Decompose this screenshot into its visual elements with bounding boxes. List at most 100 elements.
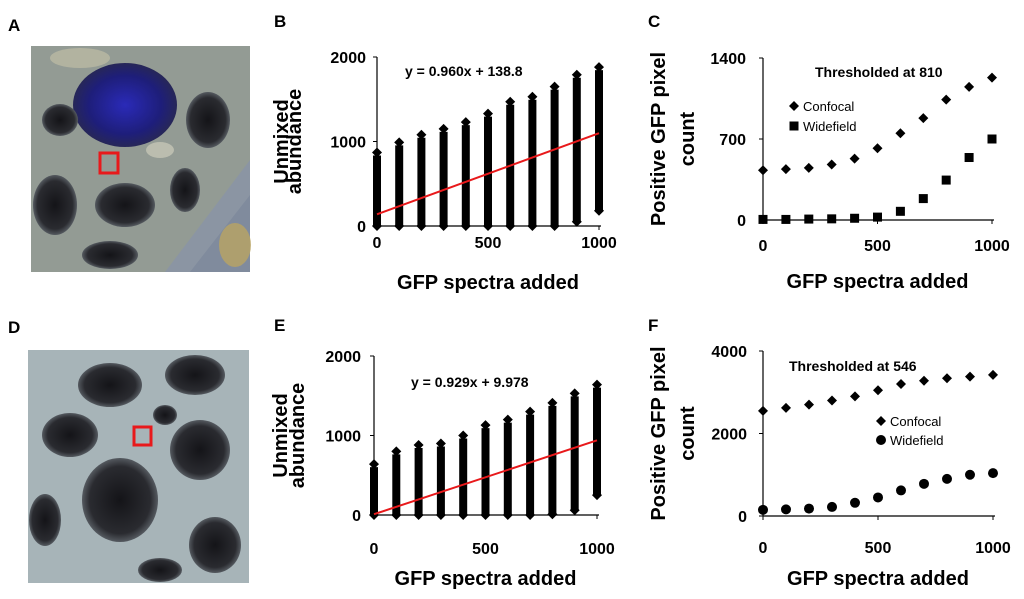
data-point-bottom-b xyxy=(594,205,604,216)
roi-box-d xyxy=(132,425,153,447)
data-point-widefield-f xyxy=(781,504,791,515)
roi-box-a xyxy=(98,151,120,175)
x-axis-label-c: GFP spectra added xyxy=(787,271,969,293)
fit-equation-e: y = 0.929x + 9.978 xyxy=(411,374,529,390)
data-point-widefield-f xyxy=(919,478,929,489)
data-point-bottom-b xyxy=(416,221,427,231)
data-point-confocal-f xyxy=(942,373,952,384)
data-point-confocal-f xyxy=(965,371,975,382)
y-axis-label-c: Positive GFP pixel xyxy=(648,52,670,226)
legend-marker-widefield-f xyxy=(876,435,886,445)
data-point-confocal-c xyxy=(987,72,997,83)
x-tick-label-c: 0 xyxy=(759,238,768,255)
data-point-top-b xyxy=(372,147,382,158)
data-column-b xyxy=(571,69,582,227)
data-point-widefield-f xyxy=(804,503,814,514)
x-tick-label-b: 1000 xyxy=(581,235,617,252)
x-tick-label-f: 1000 xyxy=(975,540,1011,557)
data-point-bottom-b xyxy=(505,221,516,231)
data-point-widefield-c xyxy=(873,212,882,222)
data-point-bottom-e xyxy=(525,510,536,520)
data-point-bottom-e xyxy=(592,490,602,501)
y-tick-label-c: 700 xyxy=(719,132,746,149)
data-column-e xyxy=(413,440,424,520)
data-point-confocal-c xyxy=(964,81,975,92)
data-point-bottom-e xyxy=(547,509,558,520)
data-point-widefield-c xyxy=(964,153,974,163)
data-column-b xyxy=(372,147,382,231)
y-tick-label-b: 2000 xyxy=(330,50,366,67)
x-tick-label-e: 1000 xyxy=(579,541,615,558)
data-column-e xyxy=(458,430,469,520)
data-column-b xyxy=(460,117,471,231)
data-point-confocal-c xyxy=(803,162,814,173)
data-point-top-e xyxy=(592,379,602,390)
data-point-widefield-c xyxy=(850,213,860,223)
legend-label-confocal-c: Confocal xyxy=(803,99,854,114)
data-column-e xyxy=(369,459,379,520)
data-point-top-b xyxy=(394,137,405,148)
x-tick-label-b: 500 xyxy=(475,235,502,252)
data-point-bottom-b xyxy=(372,221,382,231)
data-point-bottom-e xyxy=(458,510,469,520)
data-point-confocal-c xyxy=(941,94,952,105)
data-point-widefield-c xyxy=(918,194,928,204)
data-point-confocal-f xyxy=(781,402,791,413)
x-tick-label-f: 0 xyxy=(759,540,768,557)
data-point-widefield-c xyxy=(804,214,814,224)
data-point-widefield-f xyxy=(873,492,883,503)
y-axis-label-f: Positive GFP pixel xyxy=(648,346,670,520)
data-point-bottom-e xyxy=(435,510,446,520)
data-point-confocal-c xyxy=(918,113,929,124)
data-point-top-b xyxy=(549,81,560,92)
data-column-e xyxy=(569,388,580,516)
data-point-bottom-b xyxy=(571,216,582,227)
data-point-top-e xyxy=(458,430,469,441)
data-point-bottom-b xyxy=(483,221,493,231)
data-point-widefield-f xyxy=(965,469,975,480)
x-axis-label-b: GFP spectra added xyxy=(397,272,579,294)
y-tick-label-f: 0 xyxy=(738,509,747,526)
y-tick-label-b: 0 xyxy=(357,219,366,236)
y-axis-label-c: count xyxy=(677,111,699,166)
data-point-confocal-f xyxy=(850,391,860,402)
x-tick-label-e: 0 xyxy=(370,541,379,558)
data-point-bottom-e xyxy=(502,510,513,520)
data-column-e xyxy=(525,406,536,520)
data-column-b xyxy=(594,62,604,216)
data-point-widefield-c xyxy=(827,214,837,224)
data-column-e xyxy=(391,446,402,520)
data-point-confocal-f xyxy=(988,369,998,380)
data-point-top-e xyxy=(502,414,513,425)
y-tick-label-e: 0 xyxy=(352,508,361,525)
data-point-confocal-f xyxy=(873,385,883,396)
fit-line-b xyxy=(376,132,600,216)
fit-line-e xyxy=(373,439,598,516)
data-point-top-e xyxy=(369,459,379,470)
legend-marker-confocal-f xyxy=(876,416,886,426)
legend-label-widefield-f: Widefield xyxy=(890,433,943,448)
panel-label-f: F xyxy=(648,316,658,335)
data-point-top-e xyxy=(569,388,580,399)
data-point-widefield-c xyxy=(758,214,768,224)
data-column-b xyxy=(416,129,427,231)
microscopy-image-d xyxy=(28,350,249,583)
data-point-bottom-b xyxy=(460,221,471,231)
data-point-widefield-f xyxy=(827,501,837,512)
panel-label-b: B xyxy=(274,12,286,31)
y-axis-label-f: count xyxy=(677,406,699,461)
legend-marker-confocal-c xyxy=(789,101,799,111)
data-column-e xyxy=(435,438,446,520)
chart-b: 0 1000 2000 0 500 1000 GFP spectra added Unmixe… xyxy=(271,50,617,294)
x-tick-label-e: 500 xyxy=(472,541,499,558)
data-point-widefield-c xyxy=(781,214,791,224)
chart-c: 0 700 1400 0 500 1000 GFP spectra added Positiv… xyxy=(648,51,1010,293)
y-axis-label-b: Unmixed xyxy=(271,99,293,183)
data-point-top-b xyxy=(505,96,516,107)
data-column-b xyxy=(438,123,449,231)
data-point-top-b xyxy=(594,62,604,73)
data-point-confocal-f xyxy=(758,405,768,416)
data-point-bottom-b xyxy=(549,221,560,231)
